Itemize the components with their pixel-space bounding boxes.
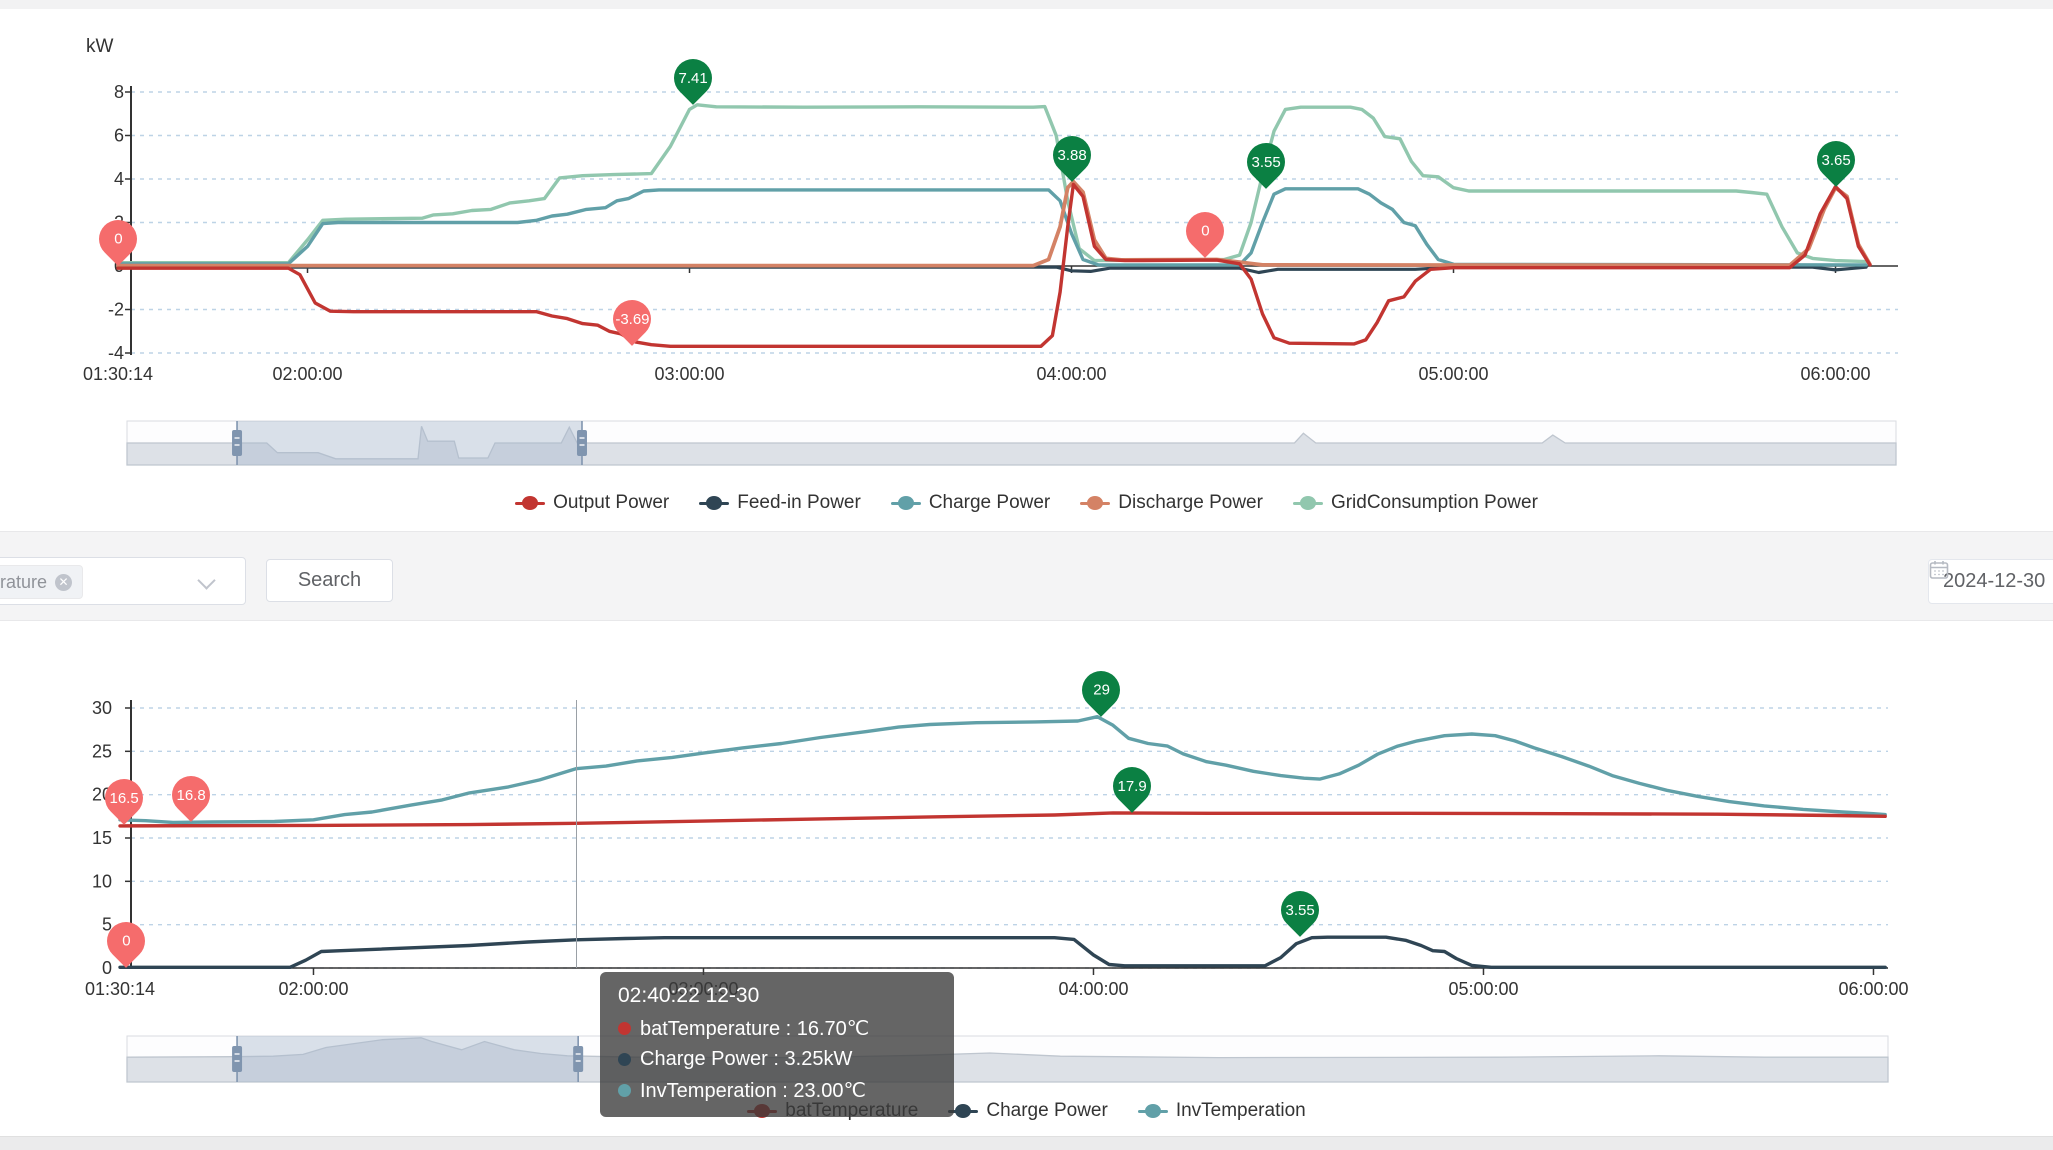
data-zoom-selection[interactable]	[237, 1036, 579, 1082]
marker-pin-value: 0	[113, 230, 123, 248]
x-axis-tick-label: 04:00:00	[1058, 979, 1128, 999]
legend-item-label: Charge Power	[928, 492, 1051, 513]
legend-item-label: Discharge Power	[1118, 492, 1263, 513]
x-axis-tick-label: 05:00:00	[1448, 979, 1518, 999]
tooltip-series-text: Charge Power : 3.25kW	[640, 1048, 853, 1070]
y-axis-tick-label: 5	[102, 915, 112, 935]
legend-marker-icon	[890, 496, 921, 510]
x-axis-tick-label: 01:30:14	[83, 364, 153, 384]
marker-pin-value: 3.65	[1820, 151, 1851, 169]
legend-marker-icon	[948, 1104, 979, 1118]
series-line-gridconsumption-power	[116, 103, 1868, 265]
y-axis-tick-label: 15	[92, 828, 112, 848]
legend-item-invtemperation[interactable]: InvTemperation	[1137, 1100, 1306, 1122]
marker-pin-value: 16.8	[176, 786, 206, 804]
series-line-battemperature	[118, 811, 1887, 828]
x-axis-tick-label: 02:00:00	[278, 979, 348, 999]
series-line-invtemperation	[118, 715, 1887, 825]
tooltip-row: InvTemperation : 23.00℃	[618, 1078, 936, 1103]
y-axis-unit-label: kW	[86, 36, 114, 57]
legend-item-label: GridConsumption Power	[1330, 492, 1538, 513]
series-line-output-power	[116, 182, 1872, 348]
x-axis-tick-label: 05:00:00	[1418, 364, 1488, 384]
calendar-icon	[1929, 561, 1949, 579]
top-divider	[0, 0, 2053, 9]
marker-pin-value: 16.5	[108, 789, 139, 807]
tooltip-series-text: InvTemperation : 23.00℃	[640, 1080, 866, 1102]
marker-pin-value: 7.41	[678, 69, 708, 87]
legend-item-label: Output Power	[553, 492, 670, 513]
marker-pin-value: 29	[1092, 681, 1110, 699]
chart-tooltip: 02:40:22 12-30 batTemperature : 16.70℃ Ch…	[600, 972, 954, 1117]
x-axis-tick-label: 01:30:14	[85, 979, 155, 999]
data-zoom-handle-right[interactable]	[573, 1046, 584, 1072]
filter-bar: perature ✕ Search 2024-12-30	[0, 531, 2053, 621]
tag-close-icon[interactable]: ✕	[55, 573, 73, 591]
legend-item-feed-in-power[interactable]: Feed-in Power	[699, 492, 861, 514]
legend-item-label: Charge Power	[986, 1100, 1108, 1121]
marker-pin-value: 17.9	[1117, 777, 1148, 795]
bottom-divider	[0, 1136, 2053, 1150]
y-axis-tick-label: 8	[114, 82, 124, 102]
data-zoom-preview	[126, 425, 1897, 466]
tooltip-series-text: batTemperature : 16.70℃	[640, 1018, 870, 1040]
tag-label: perature	[0, 571, 48, 592]
tooltip-crosshair	[576, 700, 577, 968]
marker-pin-value: -3.69	[615, 310, 650, 328]
legend-marker-icon	[515, 496, 546, 510]
tooltip-series-dot	[618, 1084, 631, 1097]
legend-item-output-power[interactable]: Output Power	[515, 492, 669, 514]
tooltip-row: Charge Power : 3.25kW	[618, 1048, 936, 1071]
x-axis-tick-label: 03:00:00	[654, 364, 724, 384]
marker-pin-value: 3.55	[1251, 153, 1281, 171]
series-line-feed-in-power	[116, 265, 1868, 275]
y-axis-tick-label: -4	[108, 343, 124, 363]
metric-select[interactable]: perature ✕	[0, 557, 246, 605]
series-line-charge-power	[116, 187, 1868, 267]
marker-pin-value: 3.88	[1056, 146, 1087, 164]
y-axis-tick-label: 0	[102, 958, 112, 978]
series-line-charge-power	[118, 935, 1887, 969]
marker-pin-value: 0	[1201, 222, 1210, 240]
legend-item-charge-power[interactable]: Charge Power	[948, 1100, 1108, 1122]
tooltip-row: batTemperature : 16.70℃	[618, 1016, 936, 1041]
legend-marker-icon	[1080, 496, 1111, 510]
x-axis-tick-label: 06:00:00	[1800, 364, 1870, 384]
legend-marker-icon	[1292, 496, 1323, 510]
tooltip-series-dot	[618, 1053, 631, 1066]
y-axis-tick-label: -2	[108, 300, 124, 320]
x-axis-tick-label: 02:00:00	[272, 364, 342, 384]
marker-pin-value: 3.55	[1285, 901, 1315, 919]
legend-marker-icon	[1137, 1104, 1168, 1118]
x-axis-tick-label: 06:00:00	[1838, 979, 1908, 999]
tooltip-timestamp: 02:40:22 12-30	[618, 984, 760, 1007]
legend-item-discharge-power[interactable]: Discharge Power	[1080, 492, 1263, 514]
legend-marker-icon	[699, 496, 730, 510]
chevron-down-icon	[197, 571, 216, 590]
legend-item-label: InvTemperation	[1175, 1100, 1306, 1121]
x-axis-tick-label: 04:00:00	[1036, 364, 1106, 384]
data-zoom-handle-left[interactable]	[232, 430, 243, 456]
data-zoom-selection[interactable]	[237, 421, 582, 465]
selected-metric-tag: perature ✕	[0, 565, 84, 599]
legend-item-gridconsumption-power[interactable]: GridConsumption Power	[1292, 492, 1538, 514]
data-zoom-handle-right[interactable]	[576, 430, 587, 456]
y-axis-tick-label: 30	[92, 698, 112, 718]
y-axis-tick-label: 10	[92, 871, 112, 891]
search-button[interactable]: Search	[266, 559, 393, 602]
y-axis-tick-label: 25	[92, 741, 112, 761]
y-axis-tick-label: 6	[114, 126, 124, 146]
marker-pin-value: 0	[122, 932, 131, 950]
date-value: 2024-12-30	[1943, 570, 2046, 592]
legend-item-label: Feed-in Power	[737, 492, 861, 513]
legend-item-charge-power[interactable]: Charge Power	[890, 492, 1051, 514]
date-picker[interactable]: 2024-12-30	[1928, 559, 2053, 604]
data-zoom-handle-left[interactable]	[232, 1046, 243, 1072]
tooltip-series-dot	[618, 1022, 631, 1035]
legend-power-chart: Output Power Feed-in Power Charge Power Dis…	[0, 492, 2053, 514]
y-axis-tick-label: 4	[114, 169, 124, 189]
